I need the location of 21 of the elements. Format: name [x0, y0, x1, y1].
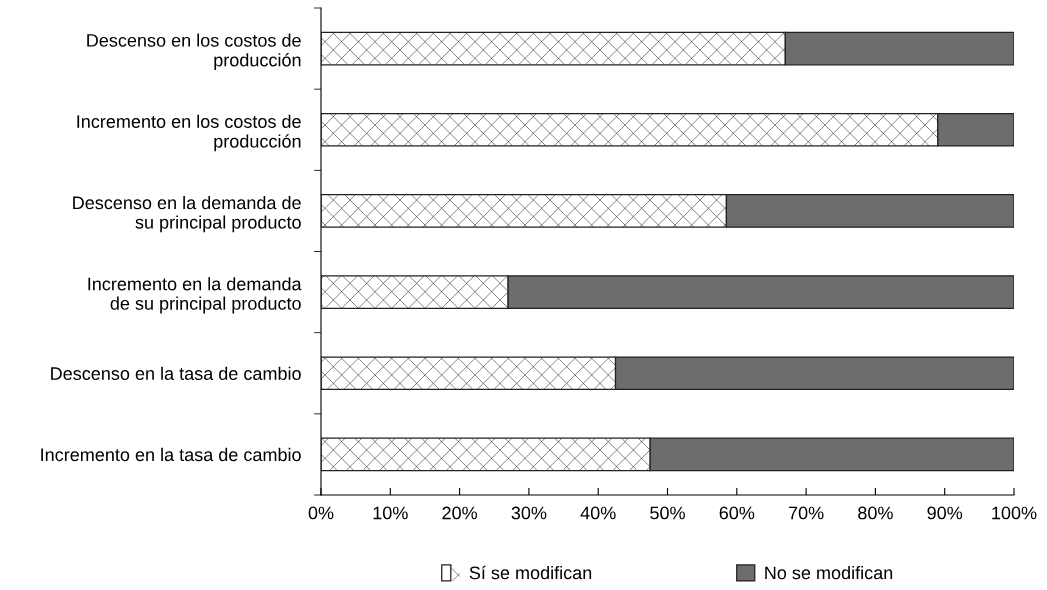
- x-tick-label: 10%: [373, 506, 408, 520]
- x-tick-label: 80%: [858, 506, 893, 520]
- y-tick-label: Descenso en la tasa de cambio: [51, 366, 301, 380]
- x-tick-label: 50%: [650, 506, 685, 520]
- legend-label: Sí se modifican: [469, 565, 592, 580]
- x-tick-label: 0%: [308, 506, 334, 520]
- y-tick-label: Descenso en los costos de producción: [87, 33, 301, 71]
- x-tick-label: 30%: [511, 506, 547, 520]
- y-tick-label: Incremento en la tasa de cambio: [41, 447, 301, 462]
- x-tick-label: 70%: [788, 506, 824, 520]
- bar: [784, 31, 1014, 66]
- x-tick-label: 40%: [580, 506, 616, 520]
- y-tick-label: Descenso en la demanda de su principal producto: [73, 195, 301, 233]
- legend-label: No se modifican: [765, 566, 893, 580]
- x-tick-label: 90%: [927, 506, 963, 520]
- x-tick-label: 100%: [992, 506, 1037, 520]
- x-tick-label: 60%: [719, 506, 755, 520]
- y-tick-label: Incremento en los costos de producción: [77, 114, 301, 152]
- bar: [649, 437, 1014, 472]
- y-tick-label: Incremento en la demanda de su principal producto: [88, 277, 302, 314]
- x-tick-label: 20%: [442, 506, 478, 520]
